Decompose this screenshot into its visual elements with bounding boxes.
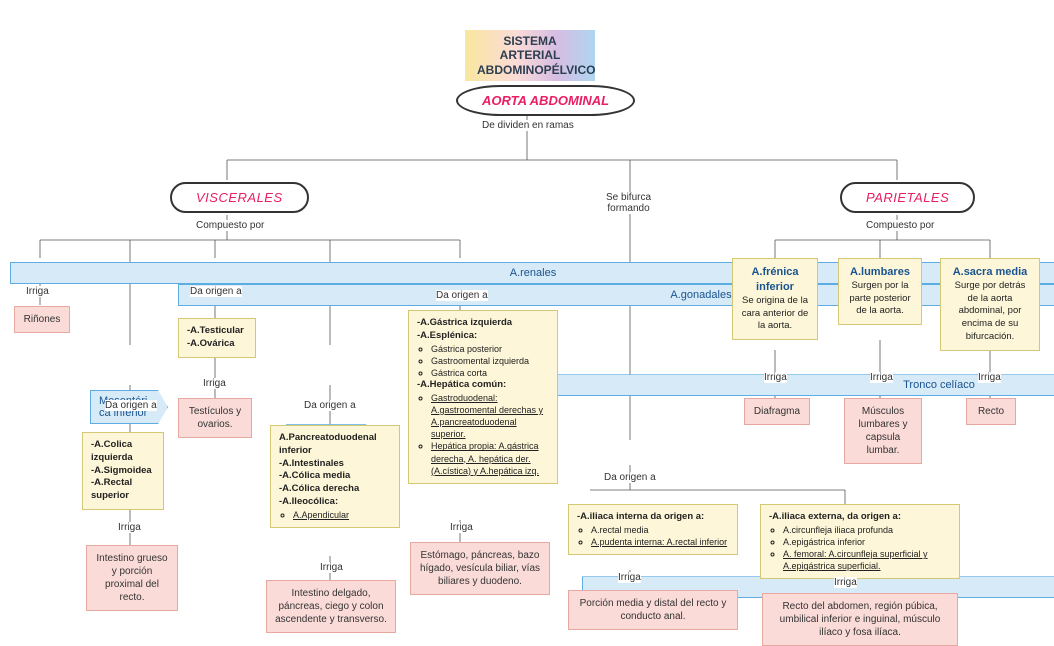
root-node: AORTA ABDOMINAL	[456, 85, 635, 116]
node-tronco-irr: Estómago, páncreas, bazo hígado, vesícul…	[410, 542, 550, 595]
lbl-daorigen-mi: Da origen a	[105, 400, 157, 411]
node-iliaca-ext-irr: Recto del abdomen, región púbica, umbili…	[762, 593, 958, 646]
root-sub: De dividen en ramas	[482, 120, 574, 131]
node-iliaca-int-irr: Porción media y distal del recto y condu…	[568, 590, 738, 630]
node-testiculos: Testículos y ovarios.	[178, 398, 252, 438]
lbl-daorigen-gon: Da origen a	[190, 286, 242, 297]
lbl-irriga-ili: Irriga	[618, 572, 641, 583]
node-rinones: Riñones	[14, 306, 70, 333]
lbl-irriga-tc: Irriga	[450, 522, 473, 533]
node-mesinf-det: -A.Colica izquierda -A.Sigmoidea -A.Rect…	[82, 432, 164, 510]
node-tronco-det: -A.Gástrica izquierda -A.Esplénica: Gást…	[408, 310, 558, 484]
node-sacra-irr: Recto	[966, 398, 1016, 425]
node-iliaca-int: -A.iliaca interna da origen a: A.rectal …	[568, 504, 738, 555]
title-line2: ABDOMINOPÉLVICO	[477, 63, 583, 77]
title-box: SISTEMA ARTERIAL ABDOMINOPÉLVICO	[465, 30, 595, 81]
lbl-daorigen-ms: Da origen a	[304, 400, 356, 411]
cat-parietales: PARIETALES	[840, 182, 975, 213]
cat-viscerales-label: VISCERALES	[196, 190, 283, 205]
lbl-irriga-ms: Irriga	[320, 562, 343, 573]
cat-parietales-label: PARIETALES	[866, 190, 949, 205]
node-mesinf-irr: Intestino grueso y porción proximal del …	[86, 545, 178, 611]
lbl-irriga-lu: Irriga	[870, 372, 893, 383]
lbl-irriga-fr: Irriga	[764, 372, 787, 383]
lbl-irriga-sa: Irriga	[978, 372, 1001, 383]
cat-viscerales: VISCERALES	[170, 182, 309, 213]
lbl-compuesto-p: Compuesto por	[866, 220, 934, 231]
node-lumbares-irr: Músculos lumbares y capsula lumbar.	[844, 398, 922, 464]
node-gonadales: A.gonadales	[178, 284, 1054, 306]
lbl-irriga-ile: Irriga	[834, 577, 857, 588]
node-frenica-irr: Diafragma	[744, 398, 810, 425]
node-iliaca-ext: -A.iliaca externa, da origen a: A.circun…	[760, 504, 960, 579]
lbl-irriga-gon: Irriga	[203, 378, 226, 389]
lbl-bifurca: Se bifurcaformando	[606, 192, 651, 214]
node-messup-det: A.Pancreatoduodenal inferior -A.Intestin…	[270, 425, 400, 528]
node-sacra: A.sacra media Surge por detrás de la aor…	[940, 258, 1040, 351]
node-frenica: A.frénica inferior Se origina de la cara…	[732, 258, 818, 340]
lbl-daorigen-tc: Da origen a	[436, 290, 488, 301]
root-label: AORTA ABDOMINAL	[482, 93, 609, 108]
lbl-irriga-ren: Irriga	[26, 286, 49, 297]
lbl-compuesto-v: Compuesto por	[196, 220, 264, 231]
lbl-irriga-mi: Irriga	[118, 522, 141, 533]
lbl-daorigen-il: Da origen a	[604, 472, 656, 483]
node-messup-irr: Intestino delgado, páncreas, ciego y col…	[266, 580, 396, 633]
node-lumbares: A.lumbares Surgen por la parte posterior…	[838, 258, 922, 325]
title-line1: SISTEMA ARTERIAL	[477, 34, 583, 63]
node-gon-det: -A.Testicular -A.Ovárica	[178, 318, 256, 358]
